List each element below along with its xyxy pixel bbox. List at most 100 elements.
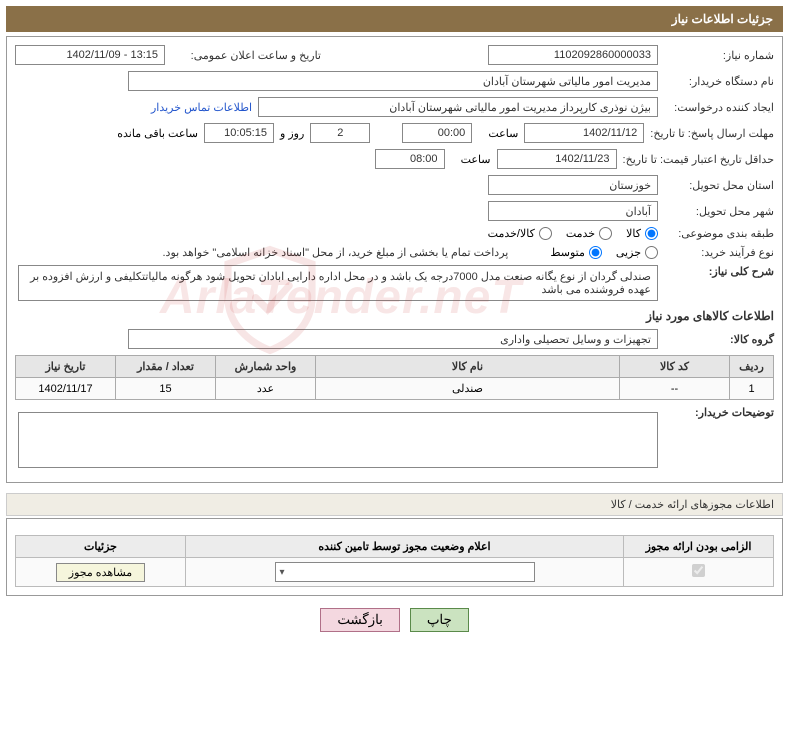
validity-label: حداقل تاریخ اعتبار قیمت: تا تاریخ: xyxy=(623,153,774,166)
radio-medium-label: متوسط xyxy=(550,246,585,259)
goods-table: ردیف کد کالا نام کالا واحد شمارش تعداد /… xyxy=(15,355,774,400)
need-number-label: شماره نیاز: xyxy=(664,49,774,62)
days-remaining: 2 xyxy=(310,123,370,143)
buyer-org-label: نام دستگاه خریدار: xyxy=(664,75,774,88)
radio-service[interactable]: خدمت xyxy=(566,227,612,240)
license-status-select[interactable]: ▾ xyxy=(275,562,535,582)
announce-label: تاریخ و ساعت اعلان عمومی: xyxy=(171,49,321,62)
province-value: خوزستان xyxy=(488,175,658,195)
validity-time: 08:00 xyxy=(375,149,445,169)
radio-both-input[interactable] xyxy=(539,227,552,240)
city-label: شهر محل تحویل: xyxy=(664,205,774,218)
radio-both[interactable]: کالا/خدمت xyxy=(488,227,552,240)
row-buyer-org: نام دستگاه خریدار: مدیریت امور مالیاتی ش… xyxy=(15,71,774,91)
remaining-label: ساعت باقی مانده xyxy=(117,127,198,140)
td-name: صندلی xyxy=(316,378,620,400)
hour-label-1: ساعت xyxy=(478,127,518,140)
td-lic-details: مشاهده مجوز xyxy=(16,558,186,587)
row-requester: ایجاد کننده درخواست: بیژن نوذری کارپرداز… xyxy=(15,97,774,117)
th-unit: واحد شمارش xyxy=(216,356,316,378)
td-unit: عدد xyxy=(216,378,316,400)
radio-goods[interactable]: کالا xyxy=(626,227,658,240)
td-qty: 15 xyxy=(116,378,216,400)
license-row: ▾ مشاهده مجوز xyxy=(16,558,774,587)
buyer-notes-box xyxy=(18,412,658,468)
radio-goods-label: کالا xyxy=(626,227,641,240)
license-panel: الزامی بودن ارائه مجوز اعلام وضعیت مجوز … xyxy=(6,518,783,596)
deadline-label: مهلت ارسال پاسخ: تا تاریخ: xyxy=(650,127,774,140)
validity-date: 1402/11/23 xyxy=(497,149,617,169)
license-table: الزامی بودن ارائه مجوز اعلام وضعیت مجوز … xyxy=(15,535,774,587)
contact-link[interactable]: اطلاعات تماس خریدار xyxy=(151,101,252,114)
row-summary: شرح کلی نیاز: صندلی گردان از نوع یگانه ص… xyxy=(15,265,774,301)
footer-buttons: چاپ بازگشت xyxy=(6,608,783,632)
deadline-date: 1402/11/12 xyxy=(524,123,644,143)
summary-label: شرح کلی نیاز: xyxy=(664,265,774,278)
row-category: طبقه بندی موضوعی: کالا خدمت کالا/خدمت xyxy=(15,227,774,240)
table-header-row: ردیف کد کالا نام کالا واحد شمارش تعداد /… xyxy=(16,356,774,378)
th-name: نام کالا xyxy=(316,356,620,378)
th-qty: تعداد / مقدار xyxy=(116,356,216,378)
summary-text: صندلی گردان از نوع یگانه صنعت مدل 7000در… xyxy=(18,265,658,301)
requester-label: ایجاد کننده درخواست: xyxy=(664,101,774,114)
buyer-org-value: مدیریت امور مالیاتی شهرستان آبادان xyxy=(128,71,658,91)
radio-small[interactable]: جزیی xyxy=(616,246,658,259)
radio-service-input[interactable] xyxy=(599,227,612,240)
radio-medium-input[interactable] xyxy=(589,246,602,259)
page-container: ArlaTender.neT جزئیات اطلاعات نیاز شماره… xyxy=(0,0,789,638)
td-code: -- xyxy=(620,378,730,400)
radio-small-label: جزیی xyxy=(616,246,641,259)
td-lic-required xyxy=(624,558,774,587)
chevron-down-icon: ▾ xyxy=(280,567,285,578)
th-lic-required: الزامی بودن ارائه مجوز xyxy=(624,536,774,558)
category-label: طبقه بندی موضوعی: xyxy=(664,227,774,240)
td-date: 1402/11/17 xyxy=(16,378,116,400)
page-title: جزئیات اطلاعات نیاز xyxy=(672,12,773,26)
need-number-value: 1102092860000033 xyxy=(488,45,658,65)
print-button[interactable]: چاپ xyxy=(410,608,469,632)
row-province: استان محل تحویل: خوزستان xyxy=(15,175,774,195)
row-validity: حداقل تاریخ اعتبار قیمت: تا تاریخ: 1402/… xyxy=(15,149,774,169)
th-lic-details: جزئیات xyxy=(16,536,186,558)
main-panel: شماره نیاز: 1102092860000033 تاریخ و ساع… xyxy=(6,36,783,483)
radio-small-input[interactable] xyxy=(645,246,658,259)
license-header-row: الزامی بودن ارائه مجوز اعلام وضعیت مجوز … xyxy=(16,536,774,558)
province-label: استان محل تحویل: xyxy=(664,179,774,192)
hour-label-2: ساعت xyxy=(451,153,491,166)
radio-medium[interactable]: متوسط xyxy=(550,246,602,259)
license-required-checkbox xyxy=(692,564,705,577)
th-lic-status: اعلام وضعیت مجوز توسط تامین کننده xyxy=(186,536,624,558)
radio-goods-input[interactable] xyxy=(645,227,658,240)
row-deadline: مهلت ارسال پاسخ: تا تاریخ: 1402/11/12 سا… xyxy=(15,123,774,143)
th-date: تاریخ نیاز xyxy=(16,356,116,378)
license-header-text: اطلاعات مجوزهای ارائه خدمت / کالا xyxy=(611,499,774,511)
back-button[interactable]: بازگشت xyxy=(320,608,400,632)
deadline-time: 00:00 xyxy=(402,123,472,143)
goods-group-label: گروه کالا: xyxy=(664,333,774,346)
radio-both-label: کالا/خدمت xyxy=(488,227,535,240)
requester-value: بیژن نوذری کارپرداز مدیریت امور مالیاتی … xyxy=(258,97,658,117)
td-idx: 1 xyxy=(730,378,774,400)
category-radio-group: کالا خدمت کالا/خدمت xyxy=(488,227,658,240)
page-title-bar: جزئیات اطلاعات نیاز xyxy=(6,6,783,32)
process-radio-group: جزیی متوسط xyxy=(550,246,658,259)
row-city: شهر محل تحویل: آبادان xyxy=(15,201,774,221)
buyer-notes-label: توضیحات خریدار: xyxy=(664,406,774,419)
th-code: کد کالا xyxy=(620,356,730,378)
goods-group-value: تجهیزات و وسایل تحصیلی واداری xyxy=(128,329,658,349)
th-row: ردیف xyxy=(730,356,774,378)
view-license-button[interactable]: مشاهده مجوز xyxy=(56,563,145,582)
days-and-label: روز و xyxy=(280,127,304,140)
td-lic-status: ▾ xyxy=(186,558,624,587)
radio-service-label: خدمت xyxy=(566,227,595,240)
process-label: نوع فرآیند خرید: xyxy=(664,246,774,259)
city-value: آبادان xyxy=(488,201,658,221)
payment-note: پرداخت تمام یا بخشی از مبلغ خرید، از محل… xyxy=(163,246,509,259)
announce-value: 13:15 - 1402/11/09 xyxy=(15,45,165,65)
row-process: نوع فرآیند خرید: جزیی متوسط پرداخت تمام … xyxy=(15,246,774,259)
license-section-header: اطلاعات مجوزهای ارائه خدمت / کالا xyxy=(6,493,783,516)
time-remaining: 10:05:15 xyxy=(204,123,274,143)
goods-info-title: اطلاعات کالاهای مورد نیاز xyxy=(15,309,774,323)
row-buyer-notes: توضیحات خریدار: xyxy=(15,406,774,468)
table-row: 1 -- صندلی عدد 15 1402/11/17 xyxy=(16,378,774,400)
